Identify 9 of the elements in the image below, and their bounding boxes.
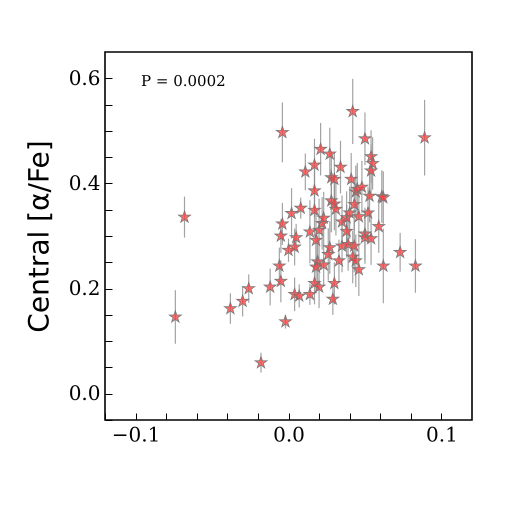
x-tick-label: −0.1: [112, 422, 160, 446]
y-tick-label: 0.2: [68, 276, 100, 300]
y-tick-label: 0.4: [68, 170, 100, 195]
x-tick-label: 0.0: [273, 422, 305, 446]
y-axis-title: Central [α/Fe]: [22, 140, 56, 333]
y-tick-label: 0.6: [68, 66, 100, 90]
annotation: P = 0.0002: [141, 72, 226, 90]
y-tick-label: 0.0: [68, 381, 100, 406]
x-tick-label: 0.1: [426, 422, 458, 446]
